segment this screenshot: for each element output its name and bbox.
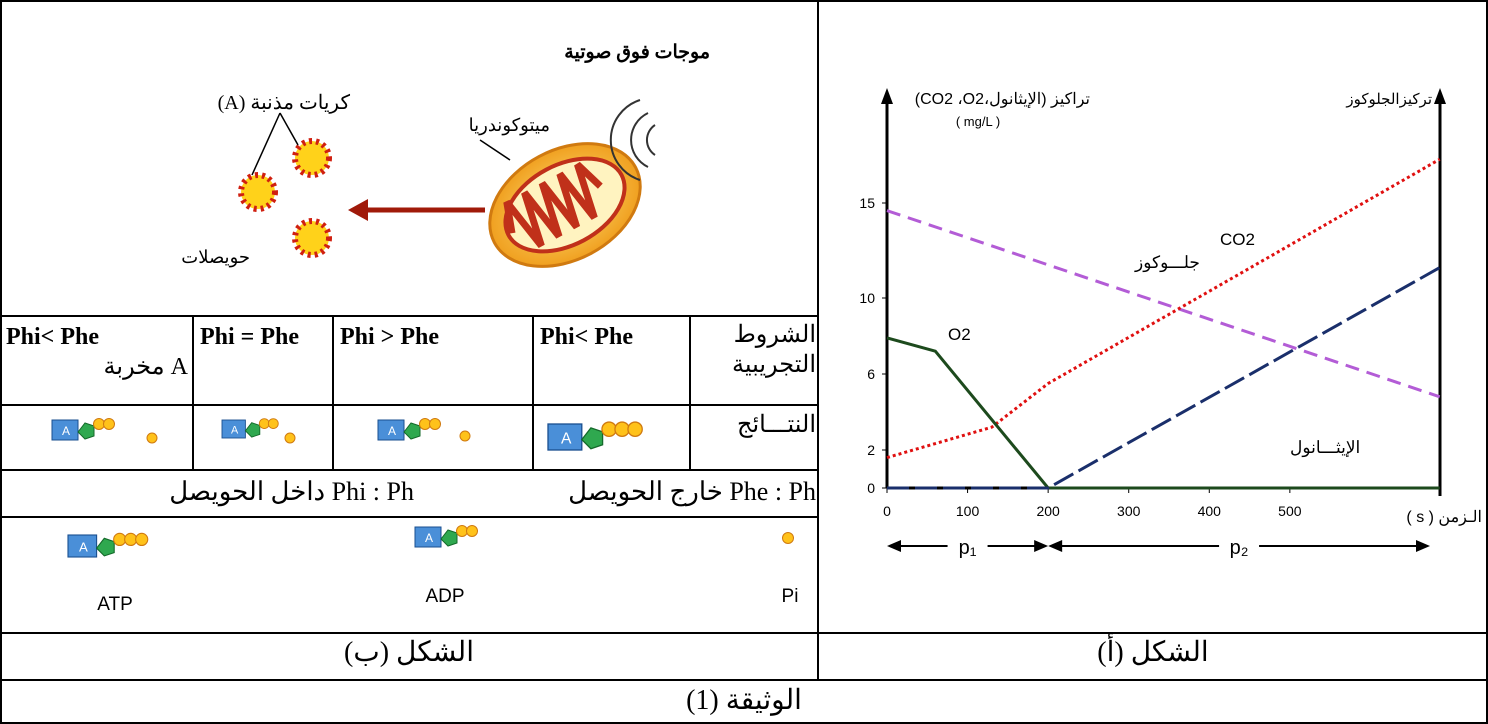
phosphate [419,418,431,430]
arrow-head [1416,540,1430,552]
y-label: تراكيز (الإيثانول،CO2 ،O2) [915,91,1090,108]
x-tick-label: 100 [956,503,980,519]
adenine-letter: A [231,425,239,437]
y-tick-label: 6 [867,366,875,382]
phosphate [429,418,441,430]
axis-arrow [881,88,893,104]
x-tick-label: 400 [1198,503,1222,519]
molecule-icon: A [547,421,643,451]
phosphate [601,421,617,437]
y-tick-label: 10 [859,290,875,306]
molecule-icon: A [414,525,478,548]
adenine-letter: A [388,424,396,438]
x-label: الـزمن ( s ) [1406,509,1482,526]
condition: Phi< Phe [540,324,634,350]
series-line [886,157,1441,460]
condition: Phi< Phe [6,324,100,350]
condition: Phi > Phe [340,324,440,350]
x-tick-label: 300 [1117,503,1141,519]
phase-label: p₁ [959,537,977,559]
y2-label: تركيزالجلوكوز [1345,91,1432,108]
particles-label: كريات مذنبة (A) [217,92,350,114]
adenine [547,423,583,451]
ribose [95,537,115,557]
phosphate [627,421,643,437]
phosphate [267,418,279,430]
ultrasound-label: موجات فوق صوتية [564,42,710,63]
x-tick-label: 500 [1278,503,1302,519]
phosphate [466,525,478,537]
ribose [580,427,604,450]
phosphate [459,430,471,442]
condition-note: A مخربة [103,354,188,380]
figure-label: الشكل (أ) [1097,637,1209,668]
figure-label: الشكل (ب) [344,637,474,668]
adenine-letter: A [425,531,433,545]
y-tick-label: 0 [867,480,875,496]
phosphate [782,532,794,544]
y-tick-label: 15 [859,195,875,211]
row-header: النتـــائج [736,412,816,438]
phosphate [456,525,468,537]
phosphate [93,418,105,430]
series-label: O2 [948,325,971,344]
phase-label: p₂ [1230,537,1249,559]
ribose [403,422,421,440]
molecule-label: ADP [425,586,465,607]
phosphate [103,418,115,430]
x-tick-label: 200 [1036,503,1060,519]
key: Phi : Ph داخل الحويصل [169,477,414,506]
row-header: الشروط التجريبية [732,322,816,378]
series-label: CO2 [1220,230,1255,249]
molecule-label: Pi [781,586,799,607]
ribose [244,422,261,438]
key: Phe : Ph خارج الحويصل [568,477,816,506]
phosphate [124,532,138,547]
series-label: الإيثـــانول [1290,438,1360,458]
axis-arrow [1434,88,1446,104]
document-label: الوثيقة (1) [686,685,802,716]
arrow-head [887,540,901,552]
adenine [414,526,442,548]
phosphate [135,532,149,547]
phosphate [146,432,158,444]
x-tick-label: 0 [883,503,891,519]
series-line [887,266,1441,490]
label-bg [1219,532,1260,558]
adenine [377,419,405,441]
adenine-letter: A [561,431,572,448]
adenine-letter: A [79,540,88,555]
arrow-head [1034,540,1049,552]
phosphate [284,432,296,444]
condition: Phi = Phe [200,324,300,350]
adenine [51,419,79,441]
mitochondria-label: ميتوكوندريا [468,115,550,135]
y-tick-label: 2 [867,442,875,458]
phosphate [258,418,270,430]
y-unit: ( mg/L ) [956,114,1000,129]
series-line [886,209,1441,399]
series-label: جلـــوكوز [1134,253,1200,273]
series-line [886,336,1440,490]
label-bg [947,532,988,558]
ribose [77,422,95,440]
molecule-icon: A [377,418,441,441]
adenine-letter: A [62,424,70,438]
molecule-icon: A [221,418,279,439]
adenine [221,419,246,439]
arrow-head [1048,540,1063,552]
molecule-icon: A [67,532,149,558]
molecule-icon: A [51,418,115,441]
phosphate [113,532,127,547]
phosphate [614,421,630,437]
molecule-label: ATP [97,594,133,615]
adenine [67,534,98,558]
vesicles-label: حويصلات [181,247,250,267]
diagram [238,99,656,268]
ribose [440,529,458,547]
